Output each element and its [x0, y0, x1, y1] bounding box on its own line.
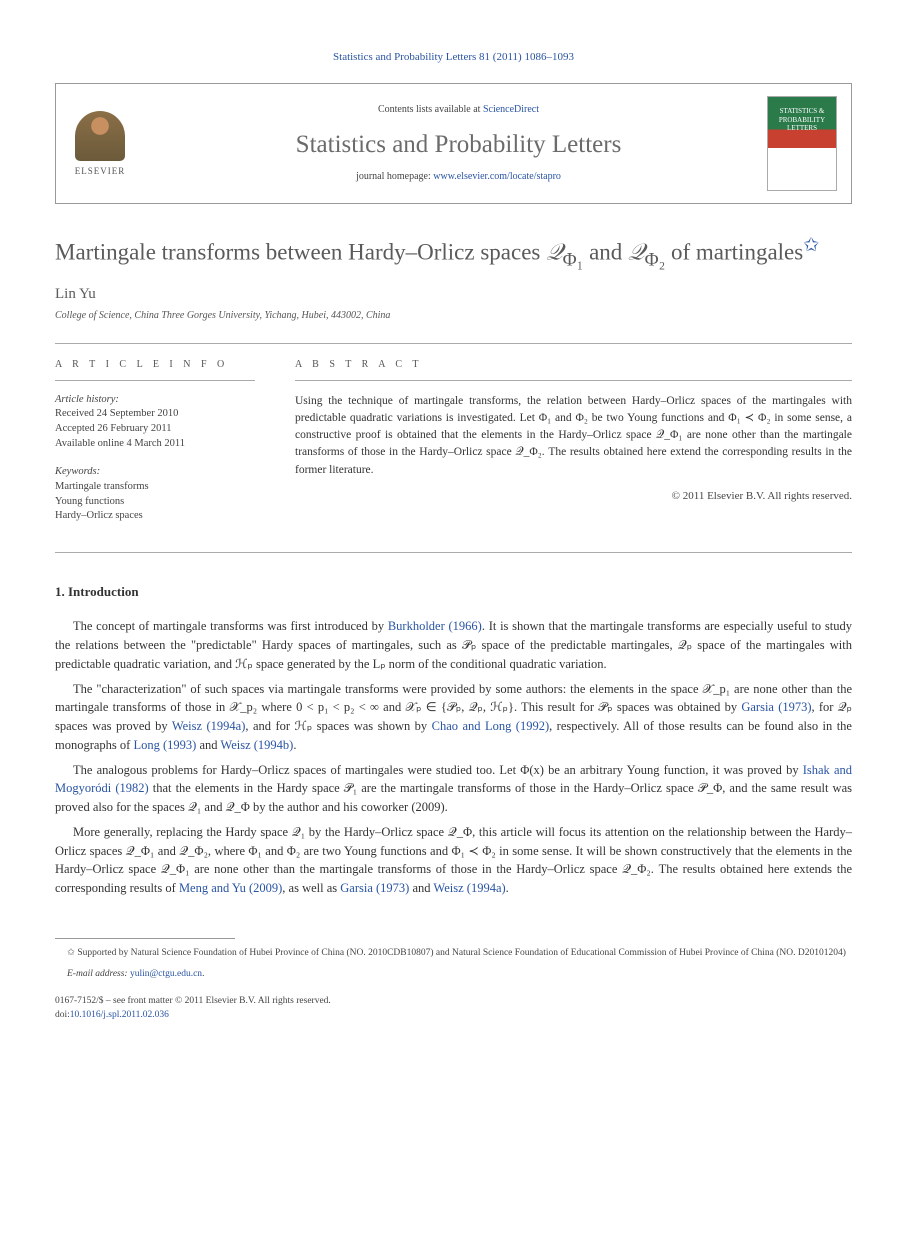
abstract-label: A B S T R A C T [295, 358, 852, 381]
info-abstract-row: A R T I C L E I N F O Article history: R… [55, 343, 852, 554]
issn-line: 0167-7152/$ – see front matter © 2011 El… [55, 995, 852, 1008]
ref-weisz-1994a-b[interactable]: Weisz (1994a) [433, 881, 505, 895]
info-label: A R T I C L E I N F O [55, 358, 255, 381]
ref-long-1993[interactable]: Long (1993) [133, 738, 196, 752]
keyword-1: Martingale transforms [55, 480, 255, 495]
history-online: Available online 4 March 2011 [55, 437, 255, 452]
elsevier-tree-icon [75, 111, 125, 161]
p2-t10: . [293, 738, 296, 752]
abstract-column: A B S T R A C T Using the technique of m… [275, 358, 852, 539]
p4-t2: , as well as [282, 881, 340, 895]
title-sub2: Φ₂ [645, 250, 666, 271]
ref-garsia-1973[interactable]: Garsia (1973) [741, 700, 811, 714]
doi-line: doi:10.1016/j.spl.2011.02.036 [55, 1009, 852, 1022]
intro-para-1: The concept of martingale transforms was… [55, 617, 852, 673]
p1-t0: The concept of martingale transforms was… [73, 619, 388, 633]
funding-footnote: ✩ Supported by Natural Science Foundatio… [55, 947, 852, 960]
title-mid: and [583, 240, 628, 265]
article-history-block: Article history: Received 24 September 2… [55, 393, 255, 452]
footer-block: 0167-7152/$ – see front matter © 2011 El… [55, 995, 852, 1022]
ref-burkholder-1966[interactable]: Burkholder (1966) [388, 619, 482, 633]
p4-t6: . [506, 881, 509, 895]
keywords-block: Keywords: Martingale transforms Young fu… [55, 465, 255, 524]
journal-cover-thumbnail: STATISTICS & PROBABILITY LETTERS [767, 96, 837, 191]
intro-heading: 1. Introduction [55, 583, 852, 601]
ref-meng-yu-2009[interactable]: Meng and Yu (2009) [179, 881, 282, 895]
p3-t0: The analogous problems for Hardy–Orlicz … [73, 763, 803, 777]
email-suffix: . [202, 969, 204, 979]
history-received: Received 24 September 2010 [55, 407, 255, 422]
history-title: Article history: [55, 393, 255, 408]
header-citation: Statistics and Probability Letters 81 (2… [55, 50, 852, 65]
keywords-title: Keywords: [55, 465, 255, 480]
doi-link[interactable]: 10.1016/j.spl.2011.02.036 [70, 1010, 169, 1020]
title-footnote-star: ✩ [803, 235, 819, 256]
journal-center: Contents lists available at ScienceDirec… [150, 103, 767, 184]
ref-weisz-1994b[interactable]: Weisz (1994b) [220, 738, 293, 752]
page-container: Statistics and Probability Letters 81 (2… [0, 0, 907, 1062]
author-email-link[interactable]: yulin@ctgu.edu.cn [130, 969, 202, 979]
email-footnote: E-mail address: yulin@ctgu.edu.cn. [55, 968, 852, 981]
article-info-column: A R T I C L E I N F O Article history: R… [55, 358, 275, 539]
author-affiliation: College of Science, China Three Gorges U… [55, 309, 852, 323]
intro-para-3: The analogous problems for Hardy–Orlicz … [55, 761, 852, 817]
intro-para-2: The "characterization" of such spaces vi… [55, 680, 852, 755]
journal-header-box: ELSEVIER Contents lists available at Sci… [55, 83, 852, 204]
keyword-2: Young functions [55, 495, 255, 510]
intro-para-4: More generally, replacing the Hardy spac… [55, 823, 852, 898]
title-sub1: Φ₁ [563, 250, 584, 271]
doi-label: doi: [55, 1010, 70, 1020]
keyword-3: Hardy–Orlicz spaces [55, 509, 255, 524]
history-accepted: Accepted 26 February 2011 [55, 422, 255, 437]
contents-line: Contents lists available at ScienceDirec… [150, 103, 767, 117]
footnote-separator [55, 938, 235, 939]
ref-chao-long-1992[interactable]: Chao and Long (1992) [432, 719, 549, 733]
sciencedirect-link[interactable]: ScienceDirect [483, 104, 539, 115]
homepage-link[interactable]: www.elsevier.com/locate/stapro [433, 171, 561, 182]
title-math2: 𝒬 [628, 240, 645, 265]
ref-weisz-1994a[interactable]: Weisz (1994a) [172, 719, 246, 733]
journal-name: Statistics and Probability Letters [150, 127, 767, 162]
elsevier-logo: ELSEVIER [70, 109, 130, 179]
title-part1: Martingale transforms between Hardy–Orli… [55, 240, 546, 265]
ref-garsia-1973-b[interactable]: Garsia (1973) [340, 881, 409, 895]
title-part2: of martingales [665, 240, 803, 265]
email-label: E-mail address: [67, 969, 130, 979]
p2-t0: The "characterization" of such spaces vi… [55, 682, 852, 715]
elsevier-label: ELSEVIER [75, 165, 126, 178]
abstract-text: Using the technique of martingale transf… [295, 393, 852, 479]
p4-t4: and [409, 881, 433, 895]
homepage-prefix: journal homepage: [356, 171, 433, 182]
article-title: Martingale transforms between Hardy–Orli… [55, 234, 852, 273]
author-name: Lin Yu [55, 284, 852, 305]
contents-prefix: Contents lists available at [378, 104, 483, 115]
title-math1: 𝒬 [546, 240, 563, 265]
cover-label: STATISTICS & PROBABILITY LETTERS [772, 107, 832, 132]
p3-t2: that the elements in the Hardy space 𝒫₁ … [55, 781, 852, 814]
homepage-line: journal homepage: www.elsevier.com/locat… [150, 170, 767, 184]
p2-t4: , and for ℋₚ spaces was shown by [245, 719, 431, 733]
p2-t8: and [196, 738, 220, 752]
abstract-copyright: © 2011 Elsevier B.V. All rights reserved… [295, 489, 852, 504]
